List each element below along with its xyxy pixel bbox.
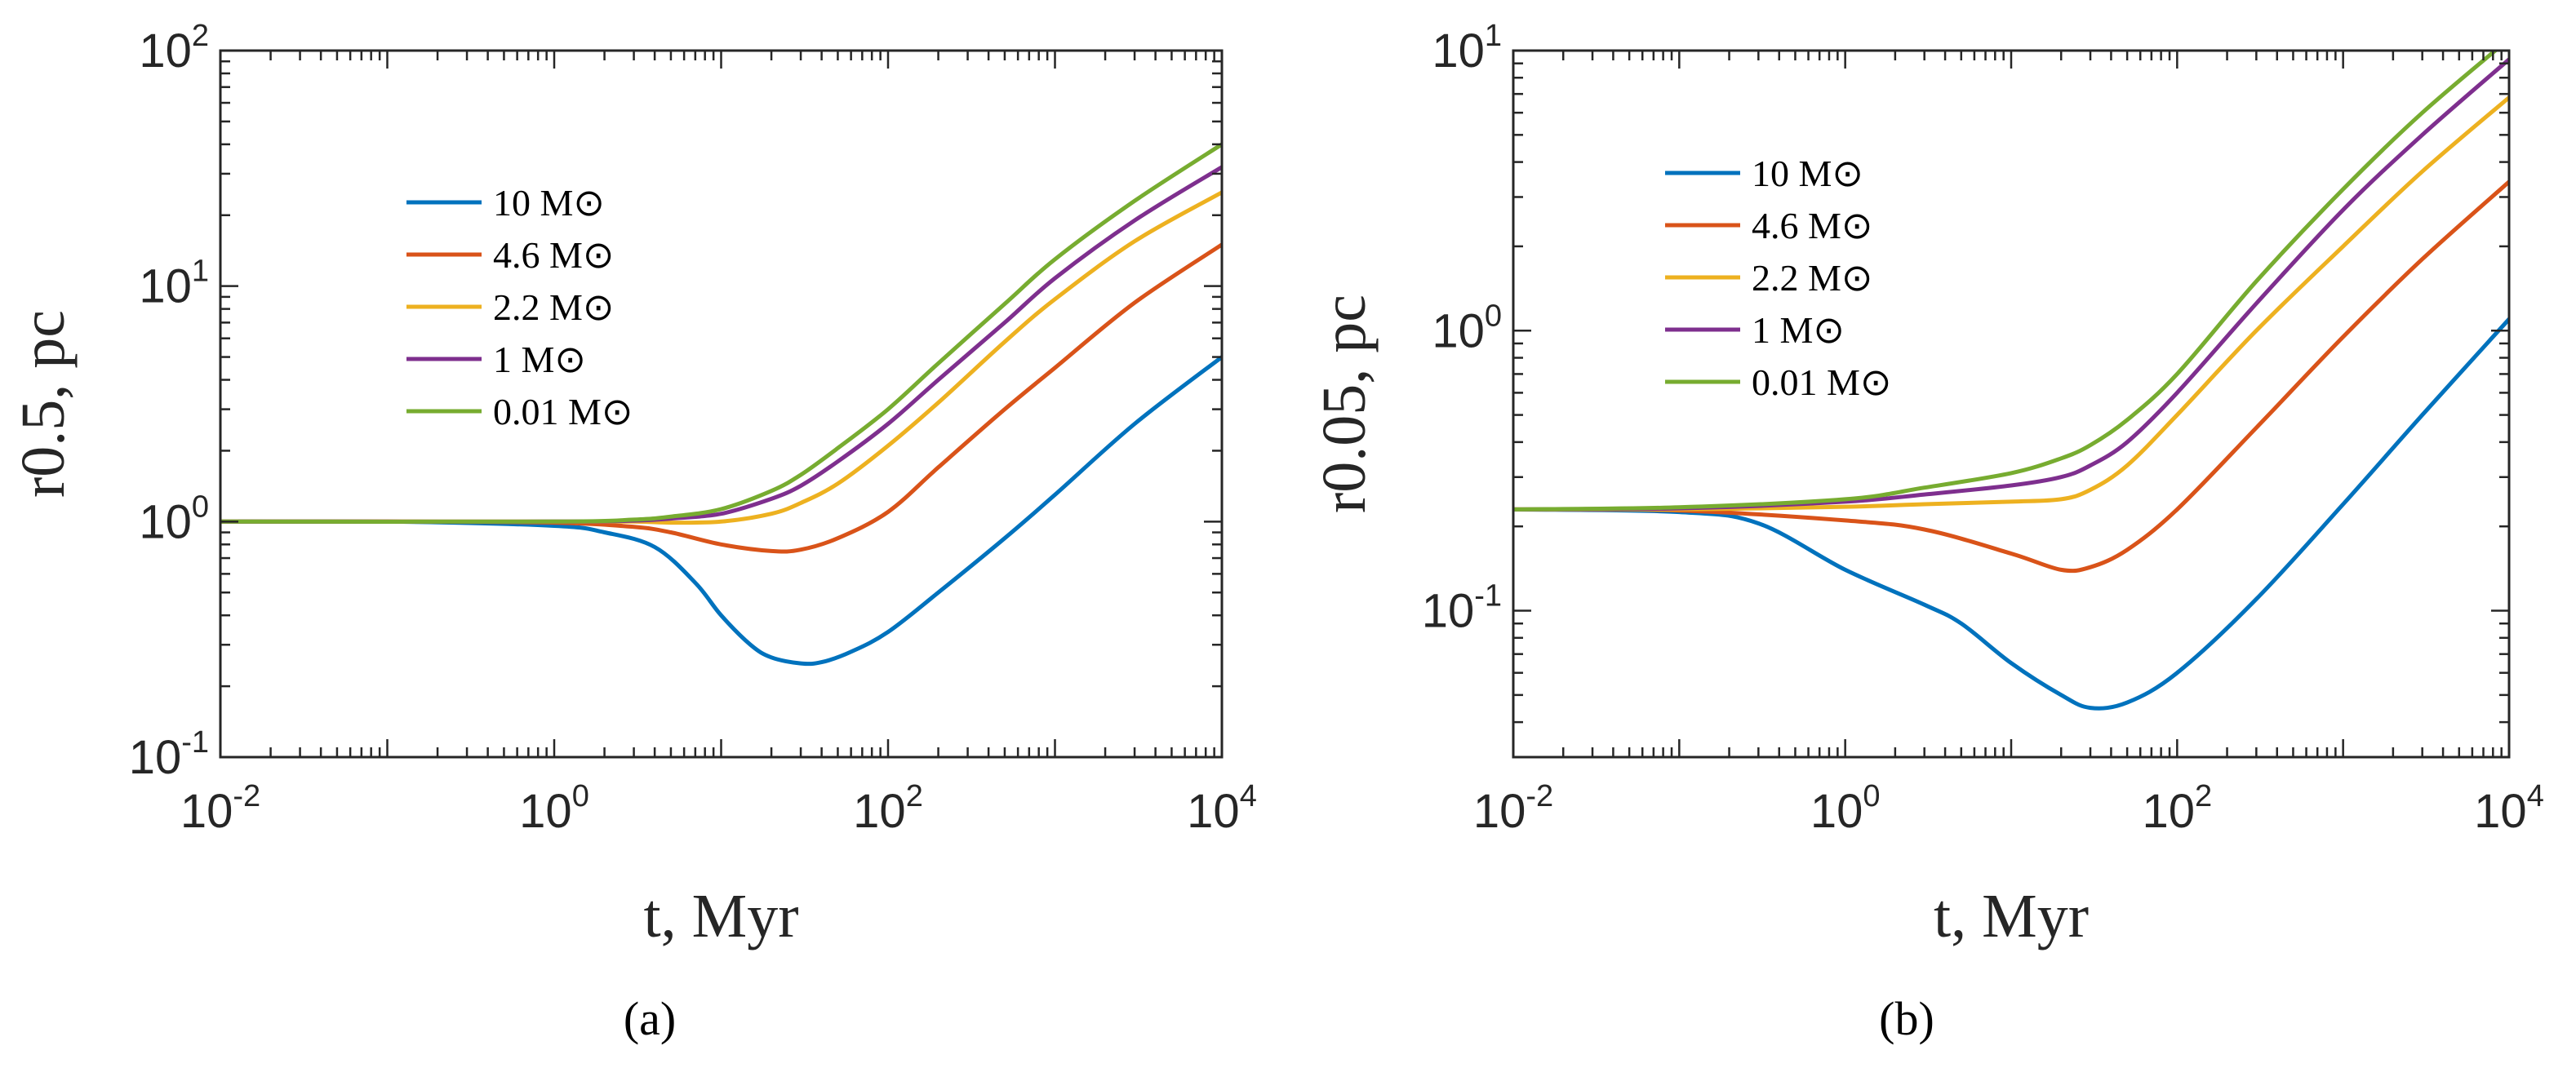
x-tick-label: 10-2 <box>1473 779 1553 838</box>
x-tick-label: 10-2 <box>180 779 260 838</box>
series-line-4 <box>220 165 1222 524</box>
legend-label-4: 1 M⊙ <box>1752 309 1845 351</box>
chart-panel-1: 10-2 100 102 104 10-1 100 101 102 t, Myr r0.5, pc… <box>9 19 1257 1045</box>
legend-label-1: 10 M⊙ <box>1752 153 1863 194</box>
y-tick-label: 100 <box>1432 299 1502 357</box>
y-axis-label: r0.05, pc <box>1310 295 1379 513</box>
panel-label: (b) <box>1879 992 1934 1045</box>
y-tick-label: 10-1 <box>1422 579 1502 638</box>
legend-label-1: 10 M⊙ <box>493 182 605 224</box>
series-line-3 <box>1513 95 2509 512</box>
legend-label-3: 2.2 M⊙ <box>493 286 614 328</box>
series-line-2 <box>1513 179 2509 574</box>
chart-panel-2: 10-2 100 102 104 10-1 100 101 t, Myr r0.05, pc 10… <box>1310 19 2544 1045</box>
x-tick-label: 100 <box>1810 779 1881 838</box>
x-axis-label: t, Myr <box>1934 882 2089 950</box>
series-line-5 <box>220 142 1222 524</box>
series-line-5 <box>1513 51 2498 512</box>
x-tick-label: 104 <box>1187 779 1257 838</box>
series-line-3 <box>220 190 1222 525</box>
y-axis-label: r0.5, pc <box>9 310 78 498</box>
series-line-1 <box>220 355 1222 667</box>
series-line-2 <box>220 242 1222 554</box>
plot-frame <box>219 49 1224 759</box>
x-tick-label: 102 <box>853 779 923 838</box>
legend-label-4: 1 M⊙ <box>493 339 586 380</box>
series-line-4 <box>1513 57 2509 512</box>
legend-label-2: 4.6 M⊙ <box>1752 205 1872 246</box>
y-tick-label: 101 <box>139 255 209 313</box>
x-axis-label: t, Myr <box>644 882 799 950</box>
legend-label-2: 4.6 M⊙ <box>493 234 614 276</box>
y-tick-label: 101 <box>1432 19 1502 78</box>
y-tick-label: 10-1 <box>129 725 209 784</box>
x-tick-label: 100 <box>519 779 589 838</box>
series-line-1 <box>1513 317 2509 711</box>
x-tick-label: 104 <box>2474 779 2544 838</box>
y-tick-label: 100 <box>139 490 209 548</box>
plot-frame <box>1512 49 2511 759</box>
panel-label: (a) <box>624 992 676 1045</box>
y-tick-label: 102 <box>139 19 209 78</box>
legend-label-5: 0.01 M⊙ <box>1752 361 1891 403</box>
legend-label-5: 0.01 M⊙ <box>493 391 633 432</box>
legend-label-3: 2.2 M⊙ <box>1752 257 1872 299</box>
x-tick-label: 102 <box>2143 779 2213 838</box>
